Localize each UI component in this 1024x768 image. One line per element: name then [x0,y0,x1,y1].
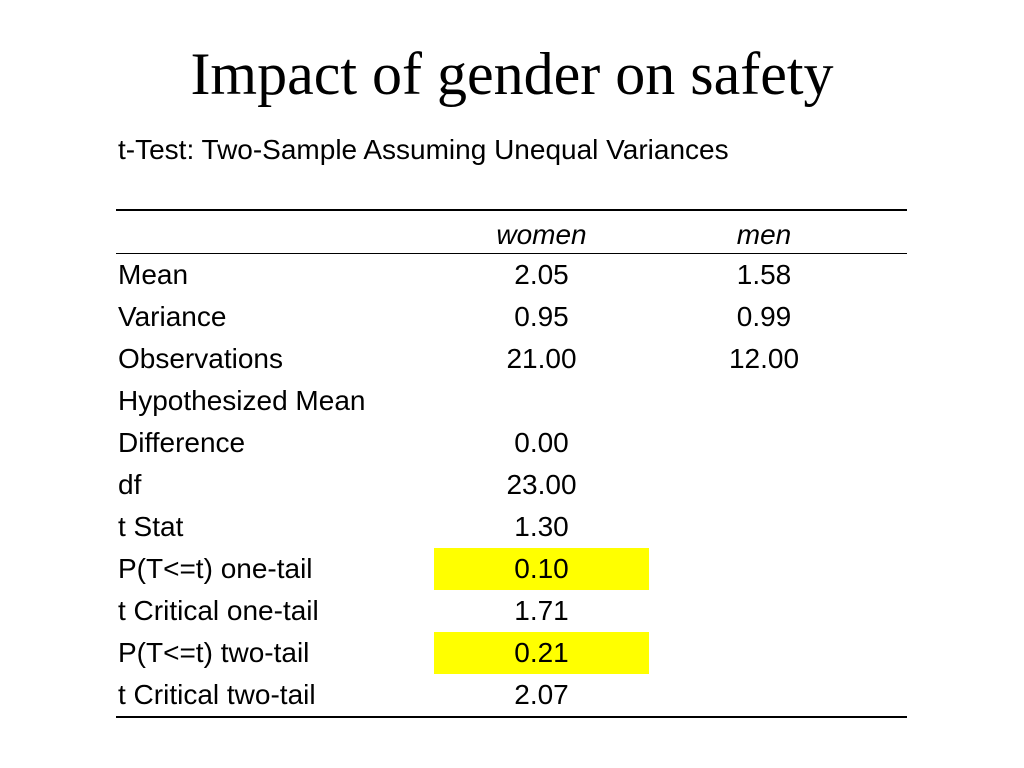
row-label: Variance [118,301,227,332]
women-value: 23.00 [506,469,577,500]
table-row: t Critical one-tail 1.71 [116,590,907,632]
table-body: Mean 2.05 1.58 Variance 0.95 0.99 Observations… [116,254,907,716]
row-label: df [118,469,142,500]
table-row: Difference 0.00 [116,422,907,464]
women-value [434,380,649,422]
women-value: 2.07 [514,679,569,710]
table-header-rule [116,253,907,254]
table-row: t Stat 1.30 [116,506,907,548]
men-value [649,548,879,590]
table-row: df 23.00 [116,464,907,506]
men-value [649,464,879,506]
row-label: P(T<=t) one-tail [118,553,313,584]
table-bottom-rule [116,716,907,718]
table-caption: t-Test: Two-Sample Assuming Unequal Vari… [118,134,729,165]
row-label: t Critical two-tail [118,679,316,710]
men-value: 0.99 [736,301,792,332]
table-row: Observations 21.00 12.00 [116,338,907,380]
table-header-row: women men [116,211,907,253]
men-value: 1.58 [736,259,792,290]
row-label: Observations [118,343,283,374]
table-row: Hypothesized Mean [116,380,907,422]
row-label: t Critical one-tail [118,595,319,626]
men-value [649,380,879,422]
header-women: women [496,219,587,250]
row-label: P(T<=t) two-tail [118,637,310,668]
men-value [649,632,879,674]
table-top-rule [116,209,907,211]
header-men: men [736,219,792,250]
men-value: 12.00 [728,343,800,374]
row-label: Difference [118,427,246,458]
row-label: Mean [118,259,189,290]
women-value: 1.30 [514,511,569,542]
table-row: Mean 2.05 1.58 [116,254,907,296]
women-value: 0.95 [514,301,569,332]
table-row: Variance 0.95 0.99 [116,296,907,338]
men-value [649,422,879,464]
row-label: Hypothesized Mean [118,385,366,416]
women-value-highlighted: 0.10 [434,548,649,590]
table-row: t Critical two-tail 2.07 [116,674,907,716]
t-test-table: women men Mean 2.05 1.58 Variance 0.95 0.99 Ob… [116,209,907,718]
row-label: t Stat [118,511,184,542]
women-value: 1.71 [514,595,569,626]
women-value: 21.00 [506,343,577,374]
men-value [649,674,879,716]
women-value: 2.05 [514,259,569,290]
women-value: 0.00 [514,427,569,458]
table-row: P(T<=t) two-tail 0.21 [116,632,907,674]
men-value [649,590,879,632]
men-value [649,506,879,548]
table-row: P(T<=t) one-tail 0.10 [116,548,907,590]
women-value-highlighted: 0.21 [434,632,649,674]
slide-title: Impact of gender on safety [190,41,834,107]
